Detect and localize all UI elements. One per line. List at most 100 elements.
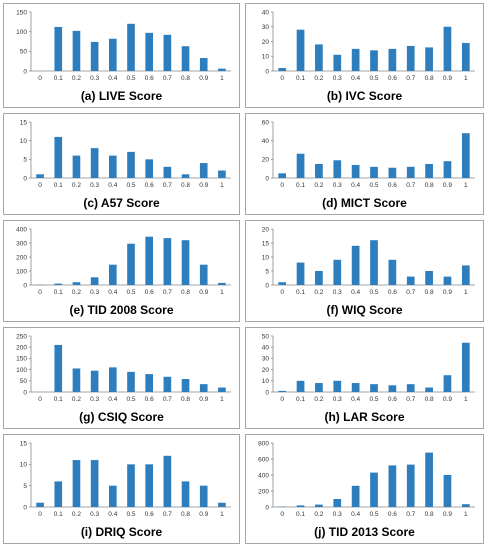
y-tick-label: 0 [265, 504, 269, 511]
x-tick-label: 0.9 [443, 289, 452, 296]
chart-title: (f) WIQ Score [326, 303, 403, 317]
bar [199, 485, 208, 507]
y-tick-label: 15 [20, 119, 28, 126]
bar [388, 167, 397, 178]
x-tick-label: 0 [280, 511, 284, 518]
x-tick-label: 0.5 [126, 289, 135, 296]
chart-title: (d) MICT Score [322, 196, 407, 210]
y-tick-label: 100 [16, 367, 27, 374]
bar [90, 460, 99, 507]
bar [218, 282, 226, 285]
bar-chart-tid2013: 0 200 400 600 800 0 0.1 0.2 0.3 0.4 0.5 0.6 0.7 0.8 0.… [258, 440, 475, 518]
chart-panel-a57: 0 5 10 15 0 0.1 0.2 0.3 0.4 0.5 0.6 0.7 0.8 0.9 1 (c) … [3, 113, 240, 215]
x-tick-label: 1 [464, 511, 468, 518]
x-tick-label: 0.4 [351, 289, 360, 296]
x-tick-label: 0.3 [333, 289, 342, 296]
x-tick-label: 0.1 [54, 511, 63, 518]
y-tick-label: 100 [16, 29, 27, 36]
bar [127, 151, 135, 178]
bar [127, 464, 135, 507]
x-tick-label: 0.5 [126, 511, 135, 518]
bar [163, 238, 172, 285]
x-tick-label: 1 [220, 396, 224, 403]
bar [72, 460, 81, 507]
x-tick-label: 1 [464, 75, 468, 82]
bar [72, 282, 81, 285]
bar [406, 276, 415, 285]
y-tick-label: 20 [262, 157, 270, 164]
y-tick-label: 5 [265, 268, 269, 275]
bar [425, 452, 433, 507]
bar [370, 472, 378, 507]
y-tick-label: 0 [265, 175, 269, 182]
x-tick-label: 0.7 [163, 75, 172, 82]
x-tick-label: 0.8 [425, 396, 434, 403]
x-tick-label: 0 [38, 75, 42, 82]
y-tick-label: 15 [262, 240, 270, 247]
bar [218, 387, 226, 392]
y-tick-label: 50 [20, 49, 28, 56]
bar [72, 368, 81, 392]
chart-title: (c) A57 Score [83, 196, 160, 210]
bar [388, 48, 397, 71]
y-tick-label: 50 [20, 378, 28, 385]
bar [36, 502, 44, 507]
x-tick-label: 0.2 [314, 75, 323, 82]
bar [296, 29, 305, 71]
x-tick-label: 0.7 [163, 396, 172, 403]
y-tick-label: 40 [262, 9, 270, 16]
x-tick-label: 0.8 [425, 182, 434, 189]
x-tick-label: 0.6 [388, 511, 397, 518]
y-tick-label: 10 [262, 254, 270, 261]
bar [351, 164, 360, 178]
x-tick-label: 0.4 [108, 75, 117, 82]
bar [351, 245, 360, 285]
x-tick-label: 0.6 [388, 182, 397, 189]
x-tick-label: 0.5 [369, 75, 378, 82]
chart-title: (g) CSIQ Score [79, 410, 164, 424]
y-tick-label: 60 [262, 119, 270, 126]
x-tick-label: 0.9 [199, 289, 208, 296]
x-tick-label: 0.8 [181, 182, 190, 189]
x-tick-label: 0 [38, 289, 42, 296]
y-tick-label: 0 [265, 68, 269, 75]
bar-chart-tid2008: 0 100 200 300 400 0 0.1 0.2 0.3 0.4 0.5 0.6 0.7 0.8 0.… [16, 226, 231, 296]
bar [145, 236, 153, 285]
bar-chart-live: 0 50 100 150 0 0.1 0.2 0.3 0.4 0.5 0.6 0.7 0.8 0.9 1 [16, 9, 231, 82]
y-tick-label: 40 [262, 345, 270, 352]
x-tick-label: 0.6 [145, 182, 154, 189]
x-tick-label: 0.8 [181, 75, 190, 82]
bar [54, 481, 63, 507]
bar [181, 46, 190, 71]
bar [443, 276, 452, 285]
bar [72, 30, 81, 72]
y-tick-label: 10 [20, 462, 28, 469]
chart-panel-wiq: 0 5 10 15 20 0 0.1 0.2 0.3 0.4 0.5 0.6 0.7 0.8 0.9 1 (f… [245, 220, 484, 322]
x-tick-label: 0.5 [369, 396, 378, 403]
x-tick-label: 0.9 [443, 182, 452, 189]
bar [36, 174, 44, 178]
x-tick-label: 1 [220, 182, 224, 189]
y-tick-label: 5 [23, 483, 27, 490]
x-tick-label: 0.4 [351, 182, 360, 189]
bar [425, 47, 433, 71]
y-tick-label: 20 [262, 39, 270, 46]
x-tick-label: 0.4 [351, 75, 360, 82]
bar [425, 387, 433, 392]
bar [90, 277, 99, 285]
bar [388, 385, 397, 392]
y-tick-label: 0 [265, 389, 269, 396]
bar [181, 174, 190, 178]
y-tick-label: 400 [258, 472, 269, 479]
x-tick-label: 0.6 [145, 396, 154, 403]
bar [296, 380, 305, 392]
y-tick-label: 0 [23, 68, 27, 75]
bar [406, 384, 415, 392]
x-tick-label: 0.2 [72, 289, 81, 296]
bar [388, 259, 397, 285]
x-tick-label: 0.9 [199, 75, 208, 82]
bar [461, 342, 470, 392]
bar [406, 45, 415, 71]
x-tick-label: 0.6 [145, 289, 154, 296]
